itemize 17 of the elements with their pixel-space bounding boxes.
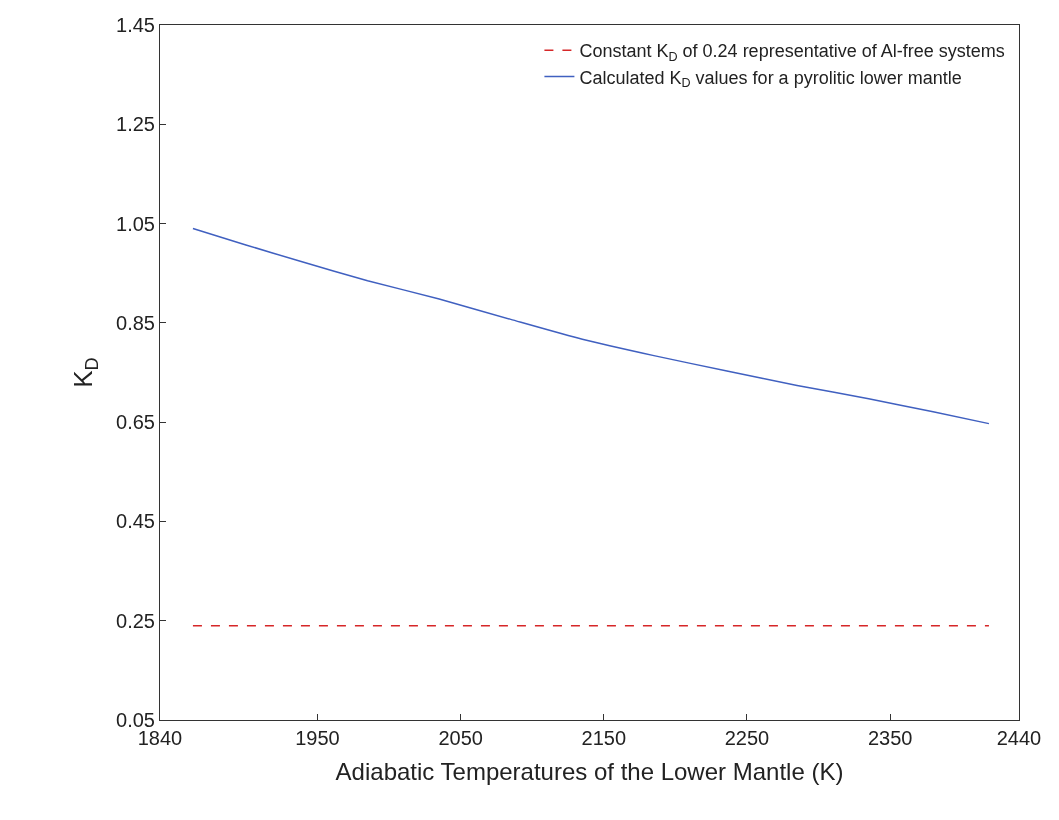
legend-label: Calculated K$_{D}$ values for a pyrolitic lower mantle <box>579 67 962 91</box>
y-tick-label: 1.45 <box>116 14 155 36</box>
y-tick-label: 0.85 <box>116 311 155 334</box>
y-tick-label: 0.25 <box>116 609 155 632</box>
line-series <box>192 227 990 425</box>
x-tick-label: 2150 <box>581 727 627 749</box>
y-tick-label: 0.65 <box>116 411 155 434</box>
x-tick-label: 2350 <box>867 727 913 749</box>
y-tick-label: 1.05 <box>116 212 155 235</box>
legend-label: Constant K$_{D}$ of 0.24 representative of Al-free systems <box>579 41 1005 64</box>
x-tick-label: 2440 <box>996 727 1042 749</box>
x-tick-label: 1950 <box>295 727 340 749</box>
x-tick-label: 2250 <box>724 727 770 749</box>
y-tick-label: 0.45 <box>116 510 155 533</box>
y-tick-label: 1.25 <box>116 113 155 136</box>
x-tick-label: 2050 <box>438 727 483 749</box>
x-axis-title: Adiabatic Temperatures of the Lower Mantle (K) <box>335 758 844 786</box>
